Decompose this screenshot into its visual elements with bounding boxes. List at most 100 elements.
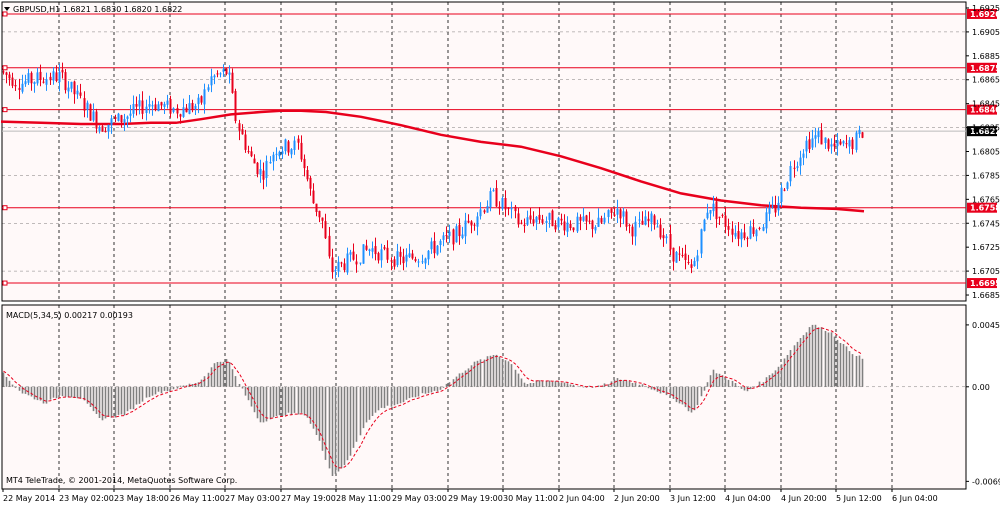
candle-body[interactable] xyxy=(259,169,262,175)
candle-body[interactable] xyxy=(359,262,362,264)
chevron-down-icon[interactable] xyxy=(4,7,10,11)
candle-body[interactable] xyxy=(560,218,563,221)
candle-body[interactable] xyxy=(653,215,656,225)
candle-body[interactable] xyxy=(154,104,157,110)
candle-body[interactable] xyxy=(610,208,613,213)
candle-body[interactable] xyxy=(489,191,492,208)
candle-body[interactable] xyxy=(644,216,647,225)
candle-body[interactable] xyxy=(203,89,206,105)
candle-body[interactable] xyxy=(548,212,551,220)
candle-body[interactable] xyxy=(256,162,259,175)
candle-body[interactable] xyxy=(129,113,132,116)
candle-body[interactable] xyxy=(374,246,377,255)
candle-body[interactable] xyxy=(222,69,225,72)
candle-body[interactable] xyxy=(213,75,216,78)
candle-body[interactable] xyxy=(665,236,668,239)
candle-body[interactable] xyxy=(393,259,396,267)
candle-body[interactable] xyxy=(669,234,672,250)
candle-body[interactable] xyxy=(579,216,582,221)
candle-body[interactable] xyxy=(607,210,610,217)
candle-body[interactable] xyxy=(591,220,594,230)
candle-body[interactable] xyxy=(70,81,73,89)
candle-body[interactable] xyxy=(734,232,737,237)
candle-body[interactable] xyxy=(157,104,160,112)
candle-body[interactable] xyxy=(715,201,718,220)
candle-body[interactable] xyxy=(98,127,101,131)
candle-body[interactable] xyxy=(445,235,448,237)
candle-body[interactable] xyxy=(86,102,89,110)
candle-body[interactable] xyxy=(2,71,5,73)
candle-body[interactable] xyxy=(49,76,52,81)
candle-body[interactable] xyxy=(467,220,470,223)
candle-body[interactable] xyxy=(771,205,774,207)
candle-body[interactable] xyxy=(479,209,482,217)
candle-body[interactable] xyxy=(238,123,241,131)
candle-body[interactable] xyxy=(377,253,380,261)
candle-body[interactable] xyxy=(436,245,439,255)
candle-body[interactable] xyxy=(461,234,464,239)
candle-body[interactable] xyxy=(411,253,414,259)
candle-body[interactable] xyxy=(42,81,45,83)
candle-body[interactable] xyxy=(8,74,11,79)
candle-body[interactable] xyxy=(207,87,210,91)
candle-body[interactable] xyxy=(808,139,811,150)
candle-body[interactable] xyxy=(228,72,231,75)
candle-body[interactable] xyxy=(861,132,864,138)
candle-body[interactable] xyxy=(399,251,402,257)
candle-body[interactable] xyxy=(414,259,417,261)
candle-body[interactable] xyxy=(343,263,346,271)
candle-body[interactable] xyxy=(594,227,597,231)
candle-body[interactable] xyxy=(727,226,730,230)
candle-body[interactable] xyxy=(383,247,386,249)
candle-body[interactable] xyxy=(58,71,61,83)
candle-body[interactable] xyxy=(110,118,113,126)
candle-body[interactable] xyxy=(712,203,715,212)
candle-body[interactable] xyxy=(30,72,33,84)
candle-body[interactable] xyxy=(132,104,135,114)
candle-body[interactable] xyxy=(535,216,538,223)
candle-body[interactable] xyxy=(507,208,510,209)
candle-body[interactable] xyxy=(309,177,312,189)
candle-body[interactable] xyxy=(824,137,827,143)
candle-body[interactable] xyxy=(306,170,309,180)
candle-body[interactable] xyxy=(396,251,399,266)
candle-body[interactable] xyxy=(386,247,389,260)
candle-body[interactable] xyxy=(814,135,817,139)
candle-body[interactable] xyxy=(95,111,98,129)
candle-body[interactable] xyxy=(662,235,665,239)
candles[interactable] xyxy=(2,62,864,279)
candle-body[interactable] xyxy=(638,219,641,221)
candle-body[interactable] xyxy=(14,85,17,87)
candle-body[interactable] xyxy=(517,213,520,225)
candle-body[interactable] xyxy=(421,261,424,263)
candle-body[interactable] xyxy=(188,103,191,114)
candle-body[interactable] xyxy=(210,76,213,86)
candle-body[interactable] xyxy=(551,210,554,227)
candle-body[interactable] xyxy=(278,151,281,157)
candle-body[interactable] xyxy=(855,132,858,150)
candle-body[interactable] xyxy=(696,255,699,262)
candle-body[interactable] xyxy=(786,182,789,189)
candle-body[interactable] xyxy=(185,107,188,113)
candle-body[interactable] xyxy=(417,261,420,263)
level-handle[interactable] xyxy=(2,205,8,211)
candle-body[interactable] xyxy=(176,108,179,114)
candle-body[interactable] xyxy=(684,253,687,260)
candle-body[interactable] xyxy=(858,129,861,135)
candle-body[interactable] xyxy=(796,166,799,168)
candle-body[interactable] xyxy=(603,217,606,223)
candle-body[interactable] xyxy=(120,115,123,123)
candle-body[interactable] xyxy=(117,113,120,121)
candle-body[interactable] xyxy=(597,217,600,227)
candle-body[interactable] xyxy=(476,216,479,227)
candle-body[interactable] xyxy=(541,219,544,223)
candle-body[interactable] xyxy=(145,106,148,113)
candle-body[interactable] xyxy=(402,256,405,264)
candle-body[interactable] xyxy=(510,207,513,210)
candle-body[interactable] xyxy=(758,227,761,229)
candle-body[interactable] xyxy=(613,214,616,216)
candle-body[interactable] xyxy=(442,235,445,240)
candle-body[interactable] xyxy=(123,119,126,123)
candle-body[interactable] xyxy=(492,190,495,192)
candle-body[interactable] xyxy=(718,216,721,218)
